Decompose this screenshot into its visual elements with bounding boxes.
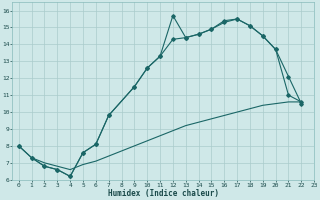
X-axis label: Humidex (Indice chaleur): Humidex (Indice chaleur): [108, 189, 219, 198]
